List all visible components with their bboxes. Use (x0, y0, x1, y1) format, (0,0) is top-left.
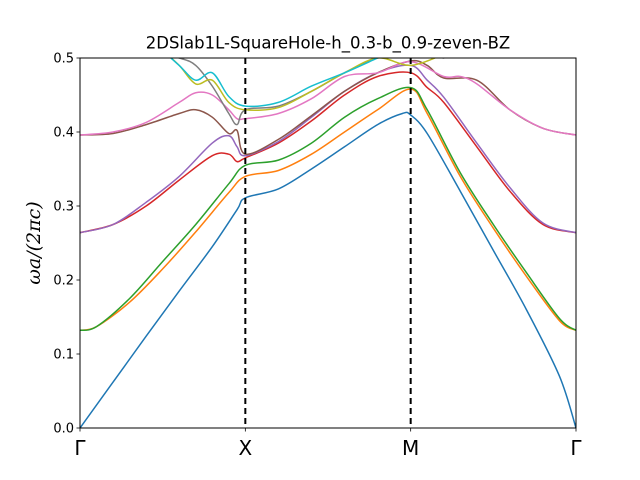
y-axis-ticks: 0.0 0.1 0.2 0.3 0.4 0.5 (53, 52, 80, 437)
y-tick-label: 0.5 (53, 52, 74, 67)
chart-title: 2DSlab1L-SquareHole-h_0.3-b_0.9-zeven-BZ (146, 34, 510, 54)
y-tick-label: 0.1 (53, 348, 74, 363)
x-tick-label: X (238, 436, 252, 460)
y-tick-label: 0.3 (53, 200, 74, 215)
band-line-2 (80, 88, 576, 332)
y-tick-label: 0.2 (53, 274, 74, 289)
band-line-1 (80, 111, 576, 428)
x-tick-label: Γ (570, 436, 582, 460)
band-line-6 (80, 59, 576, 156)
plot-frame (79, 57, 577, 429)
band-line-9 (170, 58, 437, 112)
band-line-7 (80, 60, 576, 136)
band-line-10 (169, 58, 380, 108)
band-line-4 (80, 71, 576, 234)
high-symmetry-lines (244, 58, 412, 428)
band-line-3 (80, 86, 576, 332)
x-tick-label: M (402, 436, 419, 460)
y-tick-label: 0.4 (53, 126, 74, 141)
band-line-5 (80, 64, 576, 234)
series-layer (80, 58, 576, 428)
band-line-8 (176, 58, 445, 126)
y-axis-label: ωa/(2πc) (23, 201, 45, 284)
x-tick-label: Γ (74, 436, 86, 460)
y-tick-label: 0.0 (53, 422, 74, 437)
